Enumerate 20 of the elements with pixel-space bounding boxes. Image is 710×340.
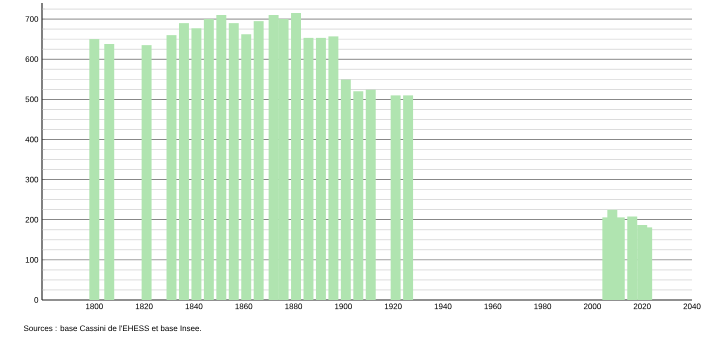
bar: [340, 80, 351, 300]
bar: [291, 13, 302, 300]
bar: [254, 21, 264, 300]
bar: [204, 19, 214, 300]
bar: [166, 35, 176, 300]
bar: [390, 95, 401, 300]
bar: [104, 44, 114, 300]
bar: [228, 23, 239, 300]
bar: [216, 15, 226, 300]
bar: [303, 38, 314, 300]
bar: [191, 28, 202, 300]
bar: [328, 36, 338, 300]
bar: [366, 90, 376, 300]
bar: [178, 23, 189, 300]
bar: [241, 34, 252, 300]
bar: [316, 38, 326, 300]
bar: [89, 39, 100, 300]
bar: [403, 95, 414, 300]
bar: [142, 45, 152, 300]
bar: [353, 91, 364, 300]
